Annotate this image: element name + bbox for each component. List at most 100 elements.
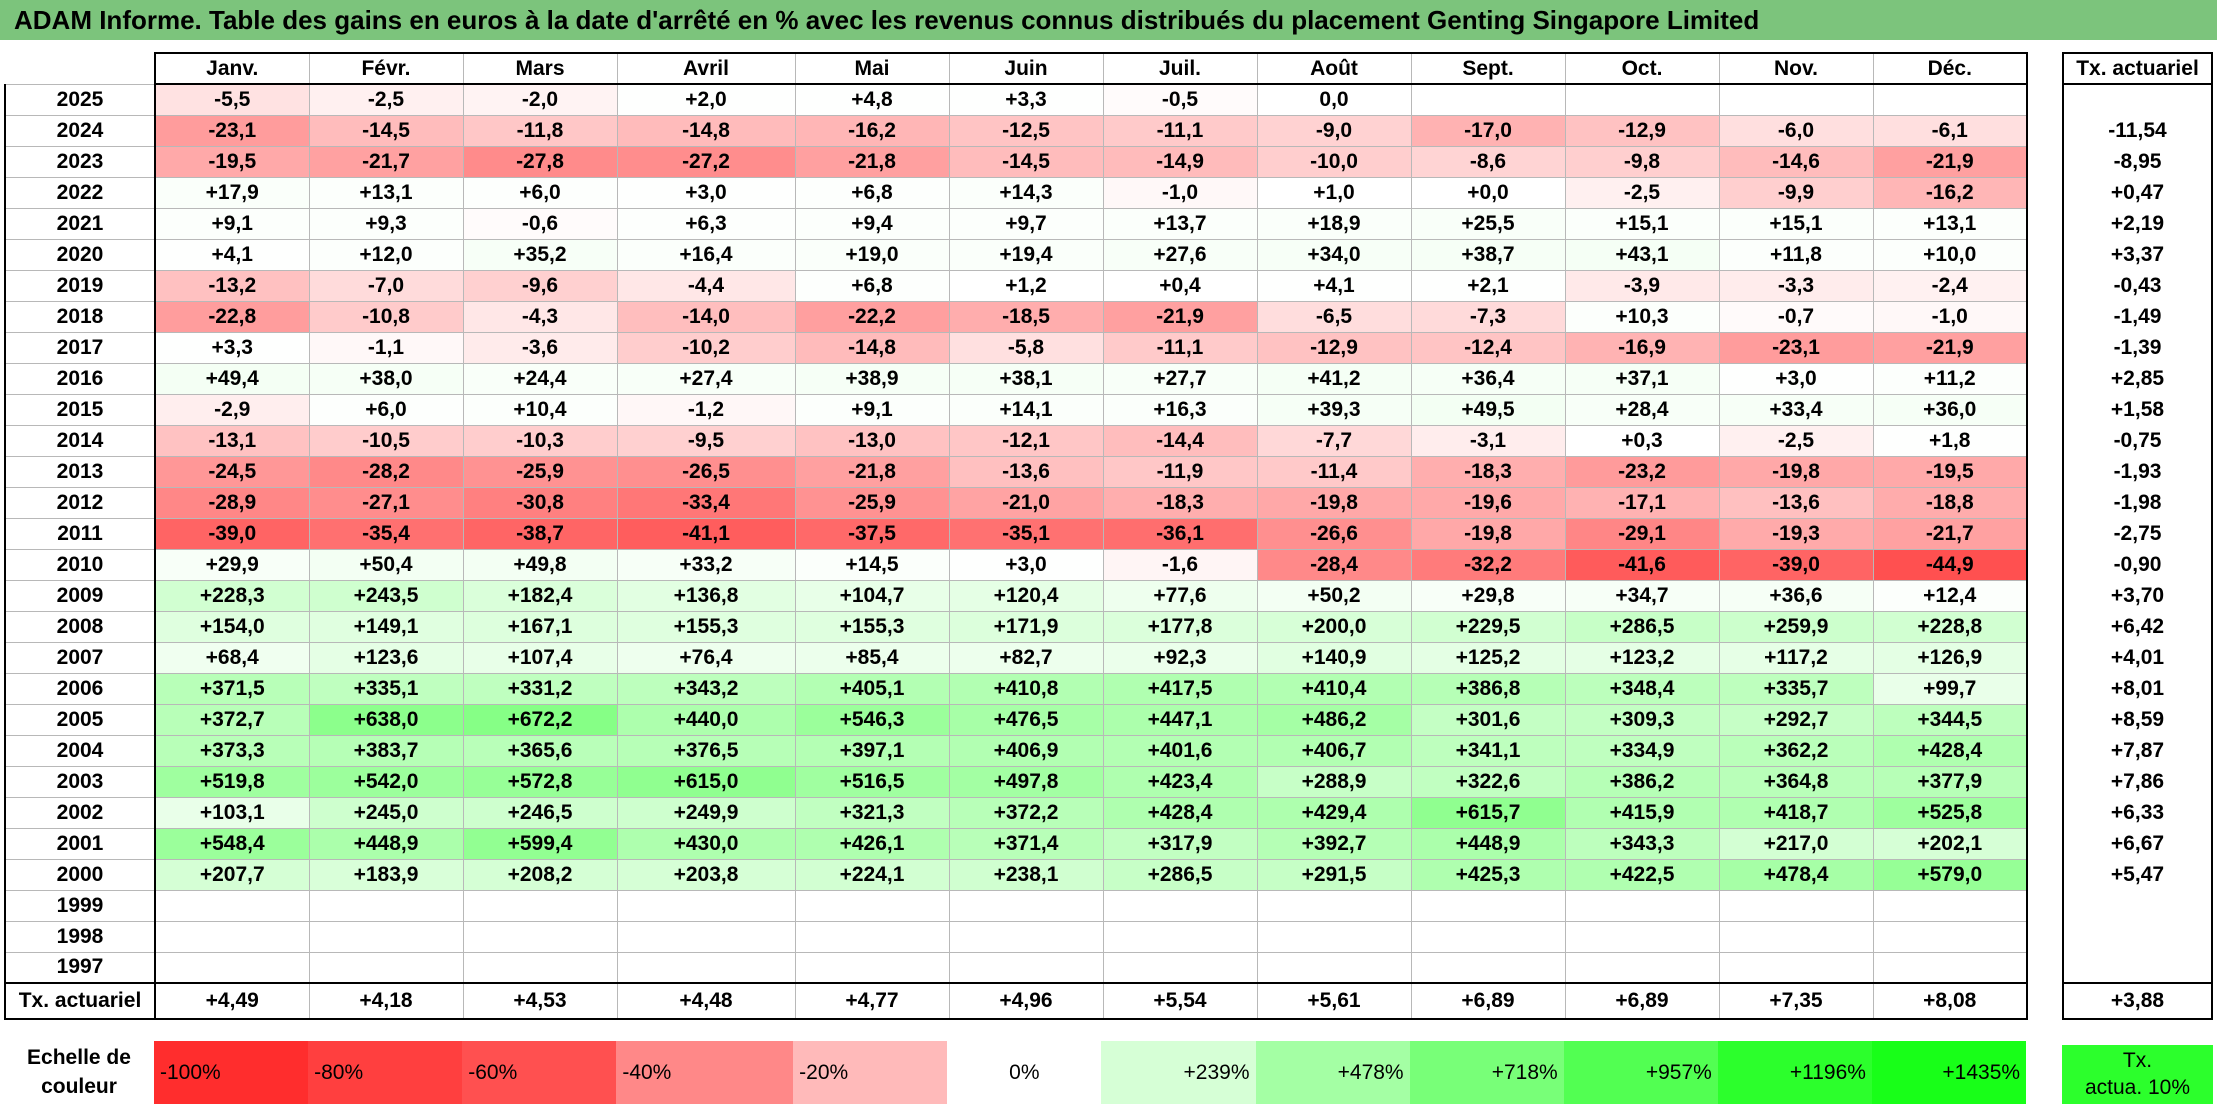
heatmap-cell: -16,9 xyxy=(1564,331,1720,364)
heatmap-cell: -23,1 xyxy=(154,114,310,147)
year-label: 2011 xyxy=(4,517,156,550)
heatmap-cell: +217,0 xyxy=(1718,827,1874,860)
heatmap-cell xyxy=(1564,920,1720,953)
rate-cell: +7,87 xyxy=(2062,735,2213,766)
heatmap-cell: +207,7 xyxy=(154,858,310,891)
heatmap-cell: +18,9 xyxy=(1256,207,1412,240)
rate-cell: +0,47 xyxy=(2062,177,2213,208)
heatmap-cell: -14,8 xyxy=(616,114,796,147)
heatmap-cell: +177,8 xyxy=(1102,610,1258,643)
heatmap-cell: +11,2 xyxy=(1872,362,2028,395)
table-row: 1999 xyxy=(4,889,2028,922)
heatmap-cell: -7,7 xyxy=(1256,424,1412,457)
heatmap-cell: -8,6 xyxy=(1410,145,1566,178)
heatmap-cell: -22,8 xyxy=(154,300,310,333)
heatmap-cell xyxy=(154,889,310,922)
heatmap-cell: -11,4 xyxy=(1256,455,1412,488)
heatmap-cell: +16,4 xyxy=(616,238,796,271)
heatmap-cell: -17,1 xyxy=(1564,486,1720,519)
heatmap-cell: -18,8 xyxy=(1872,486,2028,519)
month-header-6: Juin xyxy=(948,52,1104,85)
heatmap-cell: +14,5 xyxy=(794,548,950,581)
heatmap-cell: +447,1 xyxy=(1102,703,1258,736)
rate-cell: -1,49 xyxy=(2062,301,2213,332)
heatmap-cell: -21,8 xyxy=(794,145,950,178)
heatmap-cell: +1,8 xyxy=(1872,424,2028,457)
heatmap-cell: +341,1 xyxy=(1410,734,1566,767)
heatmap-cell: +12,4 xyxy=(1872,579,2028,612)
heatmap-cell: +36,0 xyxy=(1872,393,2028,426)
rate-cell xyxy=(2062,84,2213,115)
heatmap-cell: -5,5 xyxy=(154,83,310,116)
heatmap-cell: +246,5 xyxy=(462,796,618,829)
heatmap-cell: +99,7 xyxy=(1872,672,2028,705)
color-scale-step: +239% xyxy=(1101,1041,1256,1104)
heatmap-cell: +286,5 xyxy=(1102,858,1258,891)
heatmap-cell: +364,8 xyxy=(1718,765,1874,798)
table-row: 2007 +68,4 +123,6 +107,4 +76,4 +85,4 +82,7 +92,… xyxy=(4,641,2028,674)
heatmap-cell: -21,7 xyxy=(308,145,464,178)
heatmap-cell: -3,9 xyxy=(1564,269,1720,302)
heatmap-cell: +516,5 xyxy=(794,765,950,798)
heatmap-cell: -16,2 xyxy=(794,114,950,147)
heatmap-cell: +331,2 xyxy=(462,672,618,705)
heatmap-cell: +546,3 xyxy=(794,703,950,736)
heatmap-cell: +123,2 xyxy=(1564,641,1720,674)
rate-cell: -1,39 xyxy=(2062,332,2213,363)
rate-cell: -0,43 xyxy=(2062,270,2213,301)
heatmap-cell: +6,0 xyxy=(462,176,618,209)
rate-cell: +4,01 xyxy=(2062,642,2213,673)
heatmap-cell: +405,1 xyxy=(794,672,950,705)
heatmap-cell: +519,8 xyxy=(154,765,310,798)
table-row: 2024 -23,1 -14,5 -11,8 -14,8 -16,2 -12,5 -11,1-… xyxy=(4,114,2028,147)
heatmap-cell xyxy=(1718,951,1874,984)
year-label: 2012 xyxy=(4,486,156,519)
heatmap-cell: +10,3 xyxy=(1564,300,1720,333)
heatmap-cell: -18,5 xyxy=(948,300,1104,333)
heatmap-cell: -21,7 xyxy=(1872,517,2028,550)
heatmap-cell: +9,7 xyxy=(948,207,1104,240)
table-row: 2010 +29,9 +50,4 +49,8 +33,2 +14,5 +3,0 -1,6 -28… xyxy=(4,548,2028,581)
heatmap-cell: -41,6 xyxy=(1564,548,1720,581)
year-label: 2002 xyxy=(4,796,156,829)
heatmap-cell: -28,4 xyxy=(1256,548,1412,581)
color-scale-step: +718% xyxy=(1409,1041,1564,1104)
heatmap-cell: -10,0 xyxy=(1256,145,1412,178)
heatmap-cell xyxy=(1256,889,1412,922)
heatmap-cell: -17,0 xyxy=(1410,114,1566,147)
heatmap-cell: +29,9 xyxy=(154,548,310,581)
month-header-4: Avril xyxy=(616,52,796,85)
heatmap-cell: +448,9 xyxy=(308,827,464,860)
heatmap-cell: +50,2 xyxy=(1256,579,1412,612)
heatmap-cell xyxy=(794,920,950,953)
table-row: 2000 +207,7 +183,9 +208,2 +203,8 +224,1 +238,1… xyxy=(4,858,2028,891)
month-header-1: Janv. xyxy=(154,52,310,85)
footer-rate-cell: +6,89 xyxy=(1564,982,1720,1020)
heatmap-cell xyxy=(1256,920,1412,953)
heatmap-cell: +68,4 xyxy=(154,641,310,674)
heatmap-cell: -38,7 xyxy=(462,517,618,550)
heatmap-cell: -21,9 xyxy=(1102,300,1258,333)
heatmap-cell xyxy=(1718,889,1874,922)
heatmap-cell: +29,8 xyxy=(1410,579,1566,612)
heatmap-cell: +14,3 xyxy=(948,176,1104,209)
year-label: 2022 xyxy=(4,176,156,209)
heatmap-cell: -2,5 xyxy=(308,83,464,116)
heatmap-cell: +202,1 xyxy=(1872,827,2028,860)
heatmap-cell: +104,7 xyxy=(794,579,950,612)
rate-cell: +2,85 xyxy=(2062,363,2213,394)
rate-cell: -1,98 xyxy=(2062,487,2213,518)
rate-cell: -0,90 xyxy=(2062,549,2213,580)
heatmap-cell: +3,0 xyxy=(1718,362,1874,395)
heatmap-cell: +82,7 xyxy=(948,641,1104,674)
heatmap-cell xyxy=(462,889,618,922)
month-header-8: Août xyxy=(1256,52,1412,85)
heatmap-cell xyxy=(1410,889,1566,922)
heatmap-cell: +182,4 xyxy=(462,579,618,612)
heatmap-cell: -35,1 xyxy=(948,517,1104,550)
rate-cell: -1,93 xyxy=(2062,456,2213,487)
year-label: 2008 xyxy=(4,610,156,643)
heatmap-cell: +27,7 xyxy=(1102,362,1258,395)
heatmap-cell: -29,1 xyxy=(1564,517,1720,550)
heatmap-cell: -26,6 xyxy=(1256,517,1412,550)
